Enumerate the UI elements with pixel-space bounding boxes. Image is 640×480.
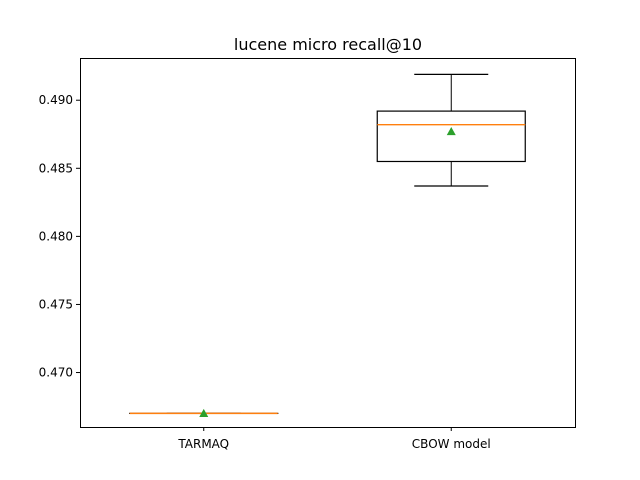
plot-area-frame	[80, 58, 576, 428]
y-axis: 0.470 0.475 0.480 0.485 0.490	[39, 93, 80, 380]
mean-marker	[446, 127, 456, 136]
y-tick-label: 0.470	[39, 366, 73, 380]
x-axis: TARMAQ CBOW model	[177, 427, 491, 451]
plot-marks	[129, 73, 526, 417]
x-tick-label: TARMAQ	[177, 437, 229, 451]
y-tick-label: 0.490	[39, 93, 73, 107]
box-2	[376, 73, 526, 187]
box-iqr	[376, 110, 526, 163]
mean-marker	[199, 408, 209, 417]
y-tick-label: 0.480	[39, 229, 73, 243]
chart-title: lucene micro recall@10	[234, 35, 422, 54]
y-tick-label: 0.475	[39, 297, 73, 311]
y-tick-label: 0.485	[39, 161, 73, 175]
x-tick-label: CBOW model	[412, 437, 491, 451]
box-1	[129, 408, 279, 417]
